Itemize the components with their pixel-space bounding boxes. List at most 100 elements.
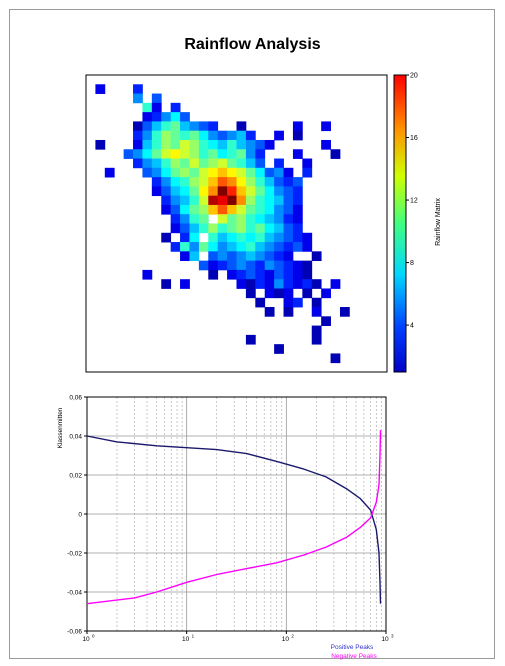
heatmap-cell [180, 139, 190, 150]
heatmap-cell [151, 139, 162, 150]
heatmap-cell [189, 121, 200, 132]
heatmap-cell [236, 139, 247, 150]
heatmap-cell [236, 130, 247, 141]
heatmap-cell [274, 251, 284, 262]
heatmap-cell [189, 251, 200, 262]
heatmap-cell [151, 102, 162, 113]
x-axis-ticks: 10 0 10 1 10 2 10 3 [82, 631, 394, 643]
colorbar-tick-label: 20 [410, 73, 418, 80]
heatmap-cell [264, 307, 275, 317]
y-axis-label: Klassenmitten [57, 407, 64, 448]
heatmap-cell [104, 167, 115, 178]
heatmap-cell [133, 93, 143, 104]
heatmap-cell [227, 251, 237, 262]
heatmap-cell [255, 279, 266, 289]
heatmap-cell [189, 204, 200, 215]
heatmap-cell [198, 139, 209, 150]
heatmap-cell [274, 167, 284, 178]
heatmap-cell [339, 307, 350, 317]
heatmap-cell [302, 167, 313, 178]
heatmap-cell [245, 334, 256, 345]
heatmap-cell [217, 177, 228, 187]
heatmap-cell [208, 121, 219, 132]
heatmap-cell [283, 195, 294, 206]
heatmap-cell [292, 223, 303, 234]
y-tick-label: -0,02 [67, 550, 82, 557]
legend-negative-peaks: Negative Peaks [331, 653, 377, 660]
heatmap-cell [245, 195, 256, 206]
heatmap-cell [142, 102, 153, 113]
heatmap-cell [302, 269, 313, 280]
heatmap-cell [142, 130, 153, 141]
heatmap-frame [85, 74, 388, 373]
y-tick-label: -0,04 [67, 589, 82, 596]
heatmap-cell [227, 232, 237, 243]
heatmap-cell [311, 279, 322, 289]
heatmap-cell [161, 186, 172, 197]
heatmap-cell [292, 297, 303, 308]
heatmap-cell [189, 214, 200, 224]
heatmap-cell [321, 139, 331, 150]
heatmap-cell [255, 269, 266, 280]
heatmap-cell [227, 186, 237, 197]
heatmap-cell [208, 167, 219, 178]
heatmap-cell [236, 251, 247, 262]
heatmap-cell [198, 167, 209, 178]
heatmap-cell [236, 121, 247, 132]
y-tick-label: 0,06 [69, 394, 82, 401]
heatmap-cell [227, 167, 237, 178]
heatmap-cell [208, 158, 219, 169]
heatmap-cell [274, 195, 284, 206]
heatmap-cell [283, 251, 294, 262]
heatmap-cell [255, 158, 266, 169]
heatmap-cell [292, 186, 303, 197]
heatmap-cell [236, 149, 247, 159]
heatmap-cell [180, 195, 190, 206]
heatmap-cell [245, 186, 256, 197]
x-tick-label: 10 [381, 636, 389, 643]
heatmap-cell [208, 139, 219, 150]
heatmap-cell [245, 204, 256, 215]
heatmap-cell [198, 177, 209, 187]
heatmap-cell [198, 121, 209, 132]
x-tick-exponent: 1 [192, 634, 195, 639]
heatmap-cell [264, 269, 275, 280]
heatmap-cell [321, 316, 331, 326]
heatmap-cell [189, 167, 200, 178]
grid-lines [87, 397, 386, 631]
x-tick-label: 10 [282, 636, 290, 643]
heatmap-cell [274, 158, 284, 169]
heatmap-cell [283, 242, 294, 252]
heatmap-cell [142, 112, 153, 122]
heatmap-cell [170, 177, 181, 187]
heatmap-cell [170, 158, 181, 169]
heatmap-cell [255, 195, 266, 206]
heatmap-cell [302, 279, 313, 289]
heatmap-cell [255, 297, 266, 308]
heatmap-cell [189, 139, 200, 150]
heatmap-cell [292, 279, 303, 289]
heatmap-cell [189, 195, 200, 206]
heatmap-cell [133, 158, 143, 169]
heatmap-cell [217, 204, 228, 215]
heatmap-cell [217, 223, 228, 234]
colorbar-label: Rainflow Matrix [435, 198, 442, 246]
positive-peaks-line [86, 435, 382, 604]
heatmap-cell [180, 214, 190, 224]
heatmap-cell [283, 223, 294, 234]
heatmap-cell [264, 177, 275, 187]
heatmap-cell [274, 223, 284, 234]
heatmap-cell [189, 130, 200, 141]
chart-title: Rainflow Analysis [184, 36, 321, 53]
heatmap-cell [170, 139, 181, 150]
heatmap-cell [255, 149, 266, 159]
heatmap-cell [217, 186, 228, 197]
heatmap-cell [245, 214, 256, 224]
heatmap-cell [245, 260, 256, 271]
heatmap-cell [198, 130, 209, 141]
heatmap-cell [330, 279, 341, 289]
heatmap-cell [161, 149, 172, 159]
heatmap-cell [180, 232, 190, 243]
heatmap-cell [245, 269, 256, 280]
